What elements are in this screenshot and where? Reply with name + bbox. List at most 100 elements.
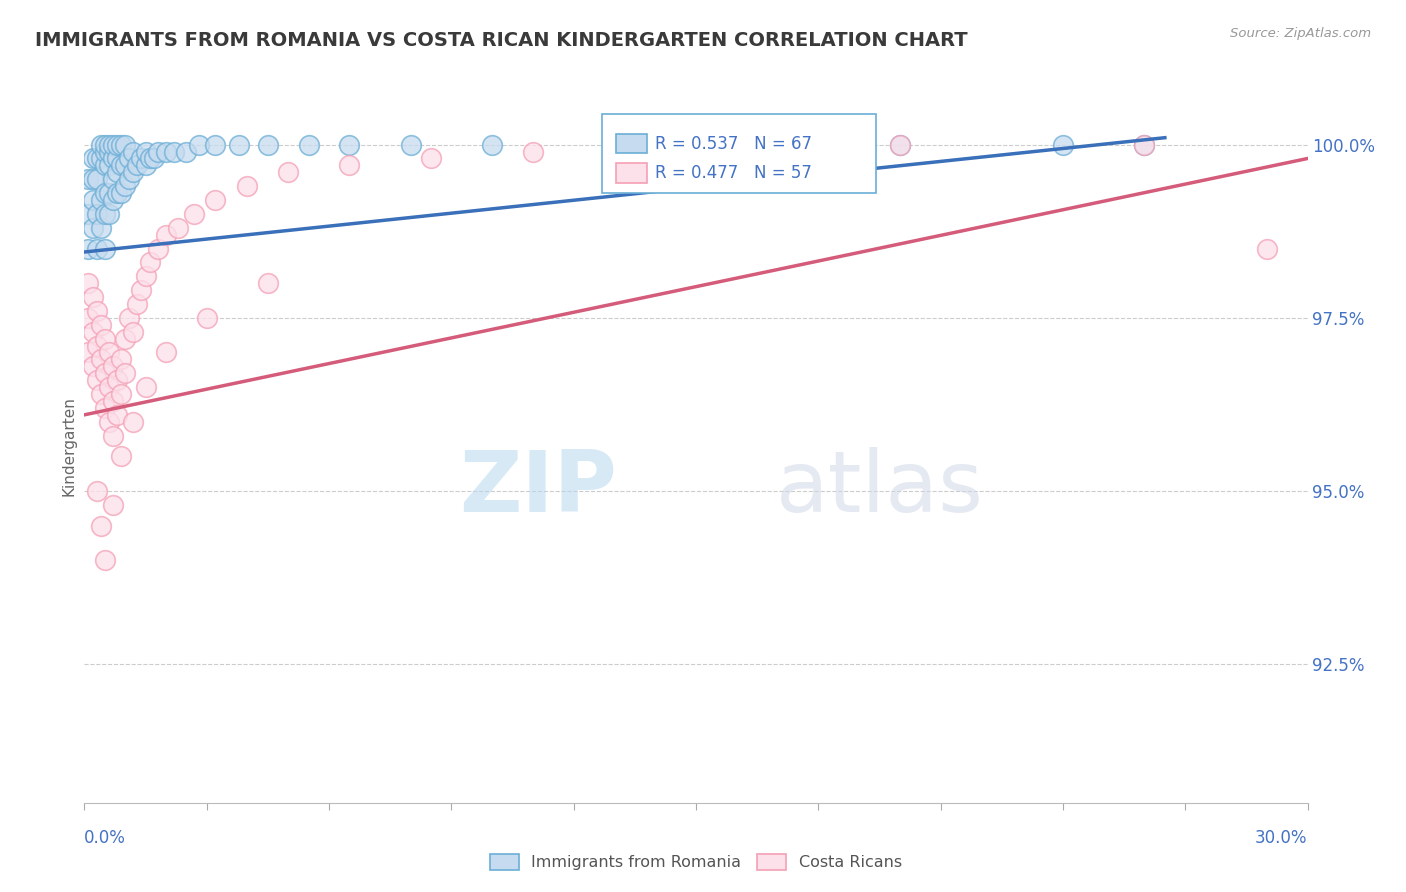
Point — [86, 242, 108, 256]
Point — [236, 179, 259, 194]
Point — [257, 276, 280, 290]
Point — [105, 137, 128, 152]
Point — [101, 498, 124, 512]
Point — [97, 145, 120, 159]
Point — [146, 242, 169, 256]
Point — [131, 152, 153, 166]
Point — [93, 366, 115, 380]
Point — [93, 145, 115, 159]
Point — [135, 158, 157, 172]
Point — [138, 255, 160, 269]
Point — [122, 165, 145, 179]
Point — [90, 193, 112, 207]
Point — [97, 415, 120, 429]
Point — [122, 325, 145, 339]
Point — [86, 483, 108, 498]
Point — [167, 220, 190, 235]
Point — [135, 269, 157, 284]
Point — [420, 152, 443, 166]
Point — [138, 152, 160, 166]
Point — [135, 145, 157, 159]
Point — [86, 304, 108, 318]
Point — [889, 137, 911, 152]
Point — [277, 165, 299, 179]
Point — [110, 352, 132, 367]
Point — [86, 207, 108, 221]
Point — [118, 172, 141, 186]
Point — [77, 207, 100, 221]
Point — [90, 352, 112, 367]
Point — [82, 152, 104, 166]
Point — [82, 359, 104, 374]
Point — [82, 220, 104, 235]
Point — [603, 137, 626, 152]
Point — [155, 227, 177, 242]
Point — [90, 137, 112, 152]
Point — [146, 145, 169, 159]
Point — [86, 172, 108, 186]
Point — [90, 220, 112, 235]
Point — [204, 137, 226, 152]
Point — [118, 310, 141, 325]
Point — [82, 172, 104, 186]
Point — [114, 179, 136, 194]
Point — [93, 137, 115, 152]
Text: R = 0.537   N = 67: R = 0.537 N = 67 — [655, 135, 813, 153]
Point — [174, 145, 197, 159]
Point — [77, 345, 100, 359]
Point — [1052, 137, 1074, 152]
Point — [127, 297, 149, 311]
Point — [118, 152, 141, 166]
Point — [93, 158, 115, 172]
Point — [110, 137, 132, 152]
Point — [101, 359, 124, 374]
Point — [110, 387, 132, 401]
Point — [725, 137, 748, 152]
Point — [131, 283, 153, 297]
Point — [228, 137, 250, 152]
Point — [122, 415, 145, 429]
Point — [105, 373, 128, 387]
Point — [399, 137, 422, 152]
Point — [77, 242, 100, 256]
Point — [90, 152, 112, 166]
Point — [93, 186, 115, 201]
Point — [127, 158, 149, 172]
Point — [97, 137, 120, 152]
Point — [114, 332, 136, 346]
Point — [97, 186, 120, 201]
Point — [97, 158, 120, 172]
Point — [114, 137, 136, 152]
Point — [82, 325, 104, 339]
Point — [86, 373, 108, 387]
Point — [90, 318, 112, 332]
Point — [1256, 242, 1278, 256]
Point — [155, 145, 177, 159]
Point — [97, 207, 120, 221]
Point — [339, 137, 360, 152]
Point — [195, 310, 218, 325]
Point — [339, 158, 360, 172]
Text: ZIP: ZIP — [458, 447, 616, 531]
Point — [110, 186, 132, 201]
Point — [105, 186, 128, 201]
Point — [93, 553, 115, 567]
Point — [105, 165, 128, 179]
Point — [77, 172, 100, 186]
Point — [187, 137, 209, 152]
Point — [101, 137, 124, 152]
Point — [93, 242, 115, 256]
Point — [135, 380, 157, 394]
Point — [105, 152, 128, 166]
Point — [93, 207, 115, 221]
Point — [97, 380, 120, 394]
Point — [889, 137, 911, 152]
Text: IMMIGRANTS FROM ROMANIA VS COSTA RICAN KINDERGARTEN CORRELATION CHART: IMMIGRANTS FROM ROMANIA VS COSTA RICAN K… — [35, 31, 967, 50]
Point — [101, 152, 124, 166]
Point — [204, 193, 226, 207]
Point — [77, 310, 100, 325]
Point — [110, 450, 132, 464]
Point — [114, 366, 136, 380]
Point — [101, 428, 124, 442]
Point — [155, 345, 177, 359]
